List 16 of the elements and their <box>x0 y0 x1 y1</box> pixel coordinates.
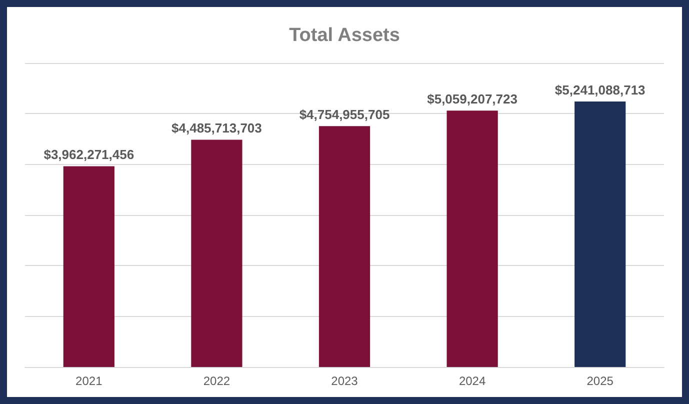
x-tick-label: 2022 <box>203 374 230 388</box>
chart-title: Total Assets <box>289 25 400 46</box>
bar <box>63 166 114 367</box>
x-tick-label: 2021 <box>76 374 103 388</box>
bar <box>574 101 626 367</box>
x-tick-label: 2024 <box>458 374 486 388</box>
bar <box>191 140 242 367</box>
data-label: $5,059,207,723 <box>427 92 518 107</box>
bar <box>446 110 498 367</box>
x-tick-label: 2025 <box>586 374 614 388</box>
data-label: $4,754,955,705 <box>299 107 390 122</box>
data-label: $3,962,271,456 <box>44 147 134 162</box>
data-label: $4,485,713,703 <box>172 120 262 136</box>
bar <box>318 126 370 367</box>
x-tick-label: 2023 <box>331 374 358 388</box>
data-label: $5,241,088,713 <box>554 82 646 98</box>
